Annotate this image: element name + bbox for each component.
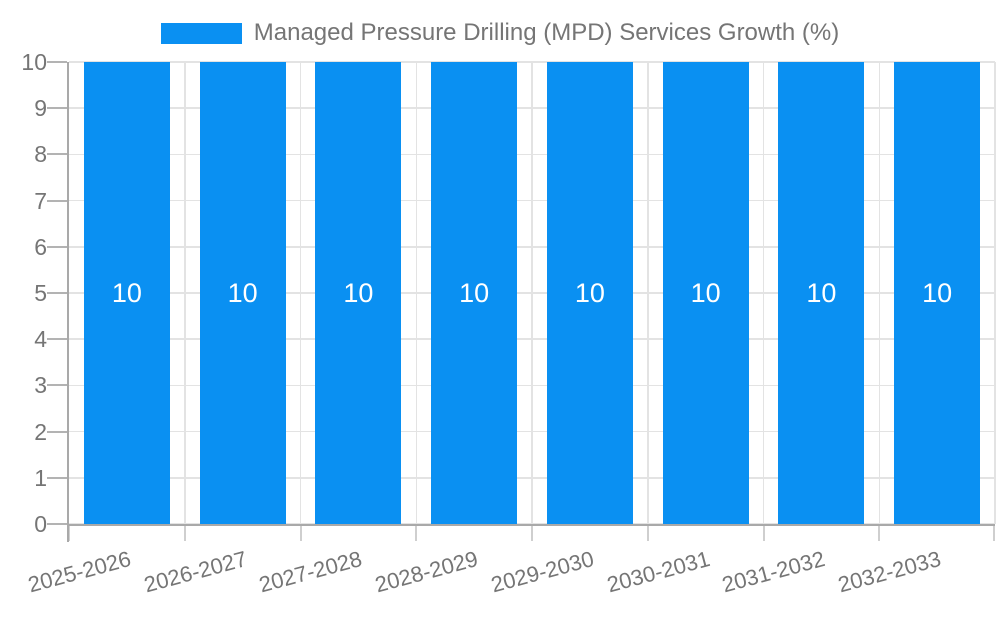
bar-2027-2028[interactable]: 10 bbox=[315, 62, 402, 524]
gridline-vertical bbox=[994, 62, 996, 524]
y-axis-tick bbox=[47, 430, 67, 433]
y-axis-tick bbox=[47, 476, 67, 479]
y-axis-tick bbox=[47, 338, 67, 341]
y-axis-label: 2 bbox=[34, 418, 47, 445]
bar-2028-2029[interactable]: 10 bbox=[431, 62, 518, 524]
y-axis-line bbox=[67, 62, 69, 542]
gridline-vertical bbox=[415, 62, 417, 524]
bar-value-label: 10 bbox=[459, 277, 490, 308]
gridline-vertical bbox=[184, 62, 186, 524]
bar-value-label: 10 bbox=[574, 277, 605, 308]
gridline-vertical bbox=[531, 62, 533, 524]
x-axis-tick bbox=[878, 524, 881, 541]
y-axis-tick bbox=[47, 245, 67, 248]
x-axis-tick bbox=[68, 524, 70, 541]
y-axis-label: 5 bbox=[34, 280, 47, 306]
legend-color-swatch bbox=[160, 22, 242, 44]
y-axis-tick bbox=[47, 199, 67, 202]
bar-value-label: 10 bbox=[922, 277, 953, 308]
y-axis-tick bbox=[47, 384, 67, 387]
y-axis-tick bbox=[47, 523, 67, 525]
bar-value-label: 10 bbox=[806, 277, 837, 308]
chart-legend[interactable]: Managed Pressure Drilling (MPD) Services… bbox=[0, 19, 1000, 46]
y-axis-label: 3 bbox=[34, 372, 47, 399]
x-axis-tick bbox=[531, 524, 533, 541]
y-axis-label: 0 bbox=[34, 511, 47, 537]
x-axis-tick bbox=[299, 524, 302, 541]
x-axis-tick bbox=[415, 524, 418, 541]
y-axis-label: 6 bbox=[34, 233, 47, 260]
y-axis-tick bbox=[47, 153, 67, 156]
bar-2030-2031[interactable]: 10 bbox=[662, 62, 749, 524]
bar-2025-2026[interactable]: 10 bbox=[83, 62, 170, 524]
y-axis-tick bbox=[47, 292, 67, 294]
bar-2029-2030[interactable]: 10 bbox=[546, 62, 633, 524]
bar-value-label: 10 bbox=[690, 277, 721, 308]
x-axis-tick bbox=[762, 524, 765, 541]
bar-2032-2033[interactable]: 10 bbox=[894, 62, 981, 524]
y-axis-label: 1 bbox=[34, 464, 47, 491]
y-axis-label: 8 bbox=[34, 141, 47, 168]
y-axis-label: 10 bbox=[21, 49, 47, 75]
gridline-vertical bbox=[762, 62, 765, 524]
x-axis-tick bbox=[993, 524, 995, 541]
y-axis-tick bbox=[47, 107, 67, 110]
bar-chart: Managed Pressure Drilling (MPD) Services… bbox=[0, 19, 1000, 597]
bar-2031-2032[interactable]: 10 bbox=[778, 62, 865, 524]
gridline-vertical bbox=[647, 62, 649, 524]
bar-2026-2027[interactable]: 10 bbox=[199, 62, 286, 524]
x-axis-tick bbox=[646, 524, 649, 541]
y-axis-label: 9 bbox=[34, 95, 47, 122]
bar-value-label: 10 bbox=[111, 277, 142, 308]
legend-label: Managed Pressure Drilling (MPD) Services… bbox=[253, 19, 840, 46]
bar-value-label: 10 bbox=[227, 277, 258, 308]
gridline-vertical bbox=[299, 62, 302, 524]
y-axis-tick bbox=[47, 61, 67, 63]
bar-value-label: 10 bbox=[343, 277, 374, 308]
x-axis-tick bbox=[183, 524, 186, 541]
x-axis-line bbox=[67, 524, 995, 526]
y-axis-label: 4 bbox=[34, 326, 47, 353]
plot-area: 0 1 2 3 4 5 6 7 8 9 10 10 10 10 10 10 10 10 10 2025-2026 202… bbox=[21, 50, 996, 597]
y-axis-label: 7 bbox=[34, 187, 47, 214]
gridline-vertical bbox=[878, 62, 880, 524]
